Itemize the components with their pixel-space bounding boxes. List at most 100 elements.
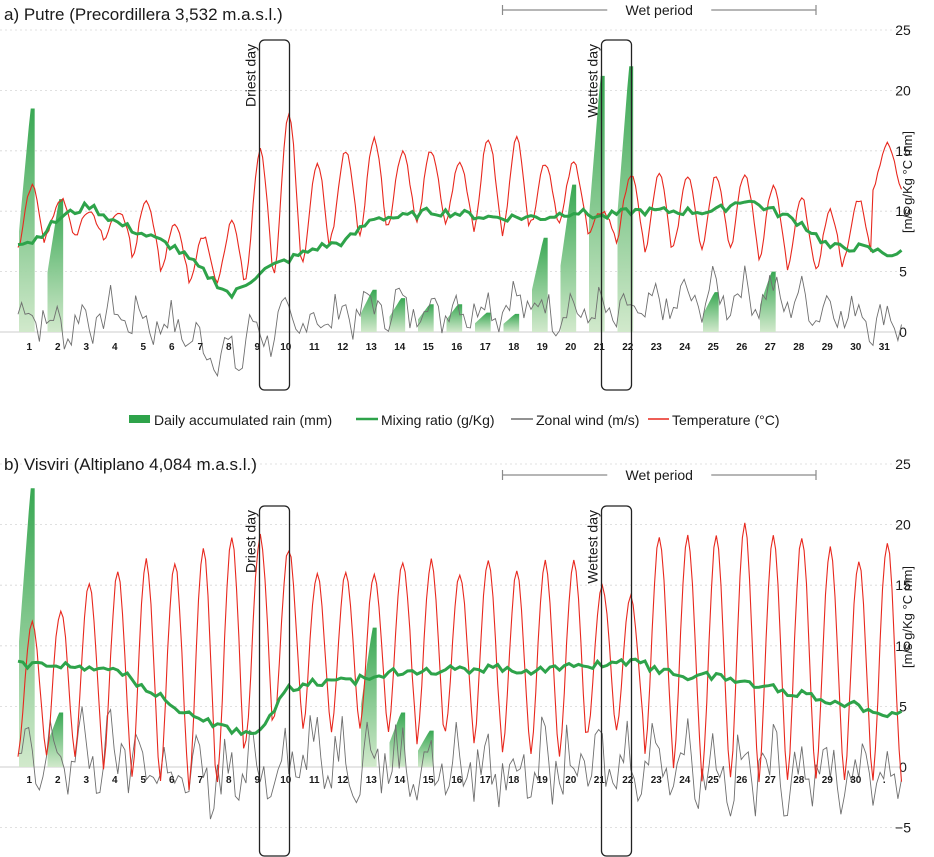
y-tick-label: 0 [899, 759, 907, 775]
y-tick-label: 10 [895, 638, 911, 654]
legend-mixing-label: Mixing ratio (g/Kg) [381, 412, 495, 428]
x-tick-label: 12 [337, 775, 349, 786]
x-tick-label: 4 [112, 342, 118, 353]
legend-wind-label: Zonal wind (m/s) [536, 412, 639, 428]
legend-temp-label: Temperature (°C) [672, 412, 780, 428]
y-tick-label: 15 [895, 143, 911, 159]
x-tick-label: 29 [822, 342, 834, 353]
wettest-day-box [600, 39, 633, 391]
rain-bar [47, 712, 64, 767]
x-tick-label: 21 [594, 775, 606, 786]
rain-bar [446, 304, 463, 332]
y-tick-label: 25 [895, 456, 911, 472]
rain-bar [589, 75, 605, 333]
x-tick-label: 24 [679, 342, 691, 353]
panel-title: a) Putre (Precordillera 3,532 m.a.s.l.) [4, 5, 283, 24]
x-tick-label: 23 [651, 342, 663, 353]
y-tick-label: −5 [895, 820, 911, 836]
y-tick-label: 25 [895, 22, 911, 38]
x-tick-label: 30 [850, 775, 862, 786]
x-tick-label: 18 [508, 775, 520, 786]
x-tick-label: 23 [651, 775, 663, 786]
driest-day-label: Driest day [243, 44, 259, 107]
x-tick-label: 9 [254, 775, 260, 786]
x-tick-label: 24 [679, 775, 691, 786]
y-tick-label: 5 [899, 698, 907, 714]
x-tick-label: 11 [309, 342, 320, 353]
wettest-day-label: Wettest day [585, 510, 601, 584]
x-tick-label: 8 [226, 775, 232, 786]
x-tick-label: 21 [594, 342, 606, 353]
x-tick-label: 20 [565, 775, 577, 786]
x-tick-label: 8 [226, 342, 232, 353]
x-tick-label: 16 [451, 342, 463, 353]
driest-day-label: Driest day [243, 510, 259, 573]
rain-bar [19, 488, 35, 767]
x-tick-label: 20 [565, 342, 577, 353]
y-axis-label: [m/s g/Kg °C mm] [900, 131, 915, 233]
x-tick-label: 14 [394, 342, 406, 353]
x-tick-label: 19 [537, 342, 549, 353]
x-tick-label: 16 [451, 775, 463, 786]
x-tick-label: 26 [736, 775, 748, 786]
x-tick-label: 6 [169, 775, 175, 786]
x-tick-label: 6 [169, 342, 175, 353]
rain-bar [560, 184, 577, 332]
x-tick-label: 28 [793, 342, 805, 353]
rain-bar [760, 271, 776, 332]
y-axis-label: [m/s g/Kg °C mm] [900, 566, 915, 668]
temperature-line [17, 522, 903, 791]
panel-title: b) Visviri (Altiplano 4,084 m.a.s.l.) [4, 455, 257, 474]
x-tick-label: 10 [280, 775, 292, 786]
x-tick-label: 31 [879, 342, 891, 353]
wet-period-label: Wet period [626, 2, 693, 18]
temperature-line [17, 112, 903, 285]
x-tick-label: 7 [197, 342, 203, 353]
x-tick-label: 13 [366, 775, 378, 786]
x-tick-label: 4 [112, 775, 118, 786]
x-tick-label: 28 [793, 775, 805, 786]
rain-bar [361, 289, 377, 332]
rain-bar [418, 730, 434, 767]
x-tick-label: 27 [765, 342, 777, 353]
x-tick-label: 2 [55, 342, 61, 353]
x-tick-label: 13 [366, 342, 378, 353]
wettest-day-box [600, 505, 633, 857]
y-tick-label: 20 [895, 517, 911, 533]
legend-rain-label: Daily accumulated rain (mm) [154, 412, 332, 428]
rain-bar [389, 712, 406, 767]
x-tick-label: 15 [423, 342, 435, 353]
x-tick-label: 15 [423, 775, 435, 786]
rain-bar [389, 298, 406, 332]
wet-period-label: Wet period [626, 467, 693, 483]
x-tick-label: 17 [480, 342, 492, 353]
x-tick-label: 5 [140, 342, 146, 353]
x-tick-label: 9 [254, 342, 260, 353]
y-tick-label: 15 [895, 577, 911, 593]
x-tick-label: 29 [822, 775, 834, 786]
rain-bar [475, 312, 491, 332]
x-tick-label: 19 [537, 775, 549, 786]
x-tick-label: 7 [197, 775, 203, 786]
x-tick-label: 1 [26, 342, 32, 353]
rain-bar [19, 108, 35, 333]
zonal-wind-line [17, 706, 902, 820]
rain-bar [617, 66, 634, 333]
x-tick-label: 3 [83, 342, 89, 353]
zonal-wind-line [17, 265, 902, 378]
y-tick-label: 10 [895, 203, 911, 219]
x-tick-label: 26 [736, 342, 748, 353]
x-tick-label: 18 [508, 342, 520, 353]
x-tick-label: 22 [622, 775, 634, 786]
x-tick-label: 27 [765, 775, 777, 786]
driest-day-box [258, 39, 291, 391]
x-tick-label: 11 [309, 775, 320, 786]
rain-bar [47, 199, 64, 332]
rain-bar [503, 313, 520, 332]
x-tick-label: 10 [280, 342, 292, 353]
mixing-ratio-line [17, 657, 903, 737]
legend-rain-swatch [129, 415, 150, 423]
x-tick-label: 25 [708, 342, 720, 353]
x-tick-label: 17 [480, 775, 492, 786]
